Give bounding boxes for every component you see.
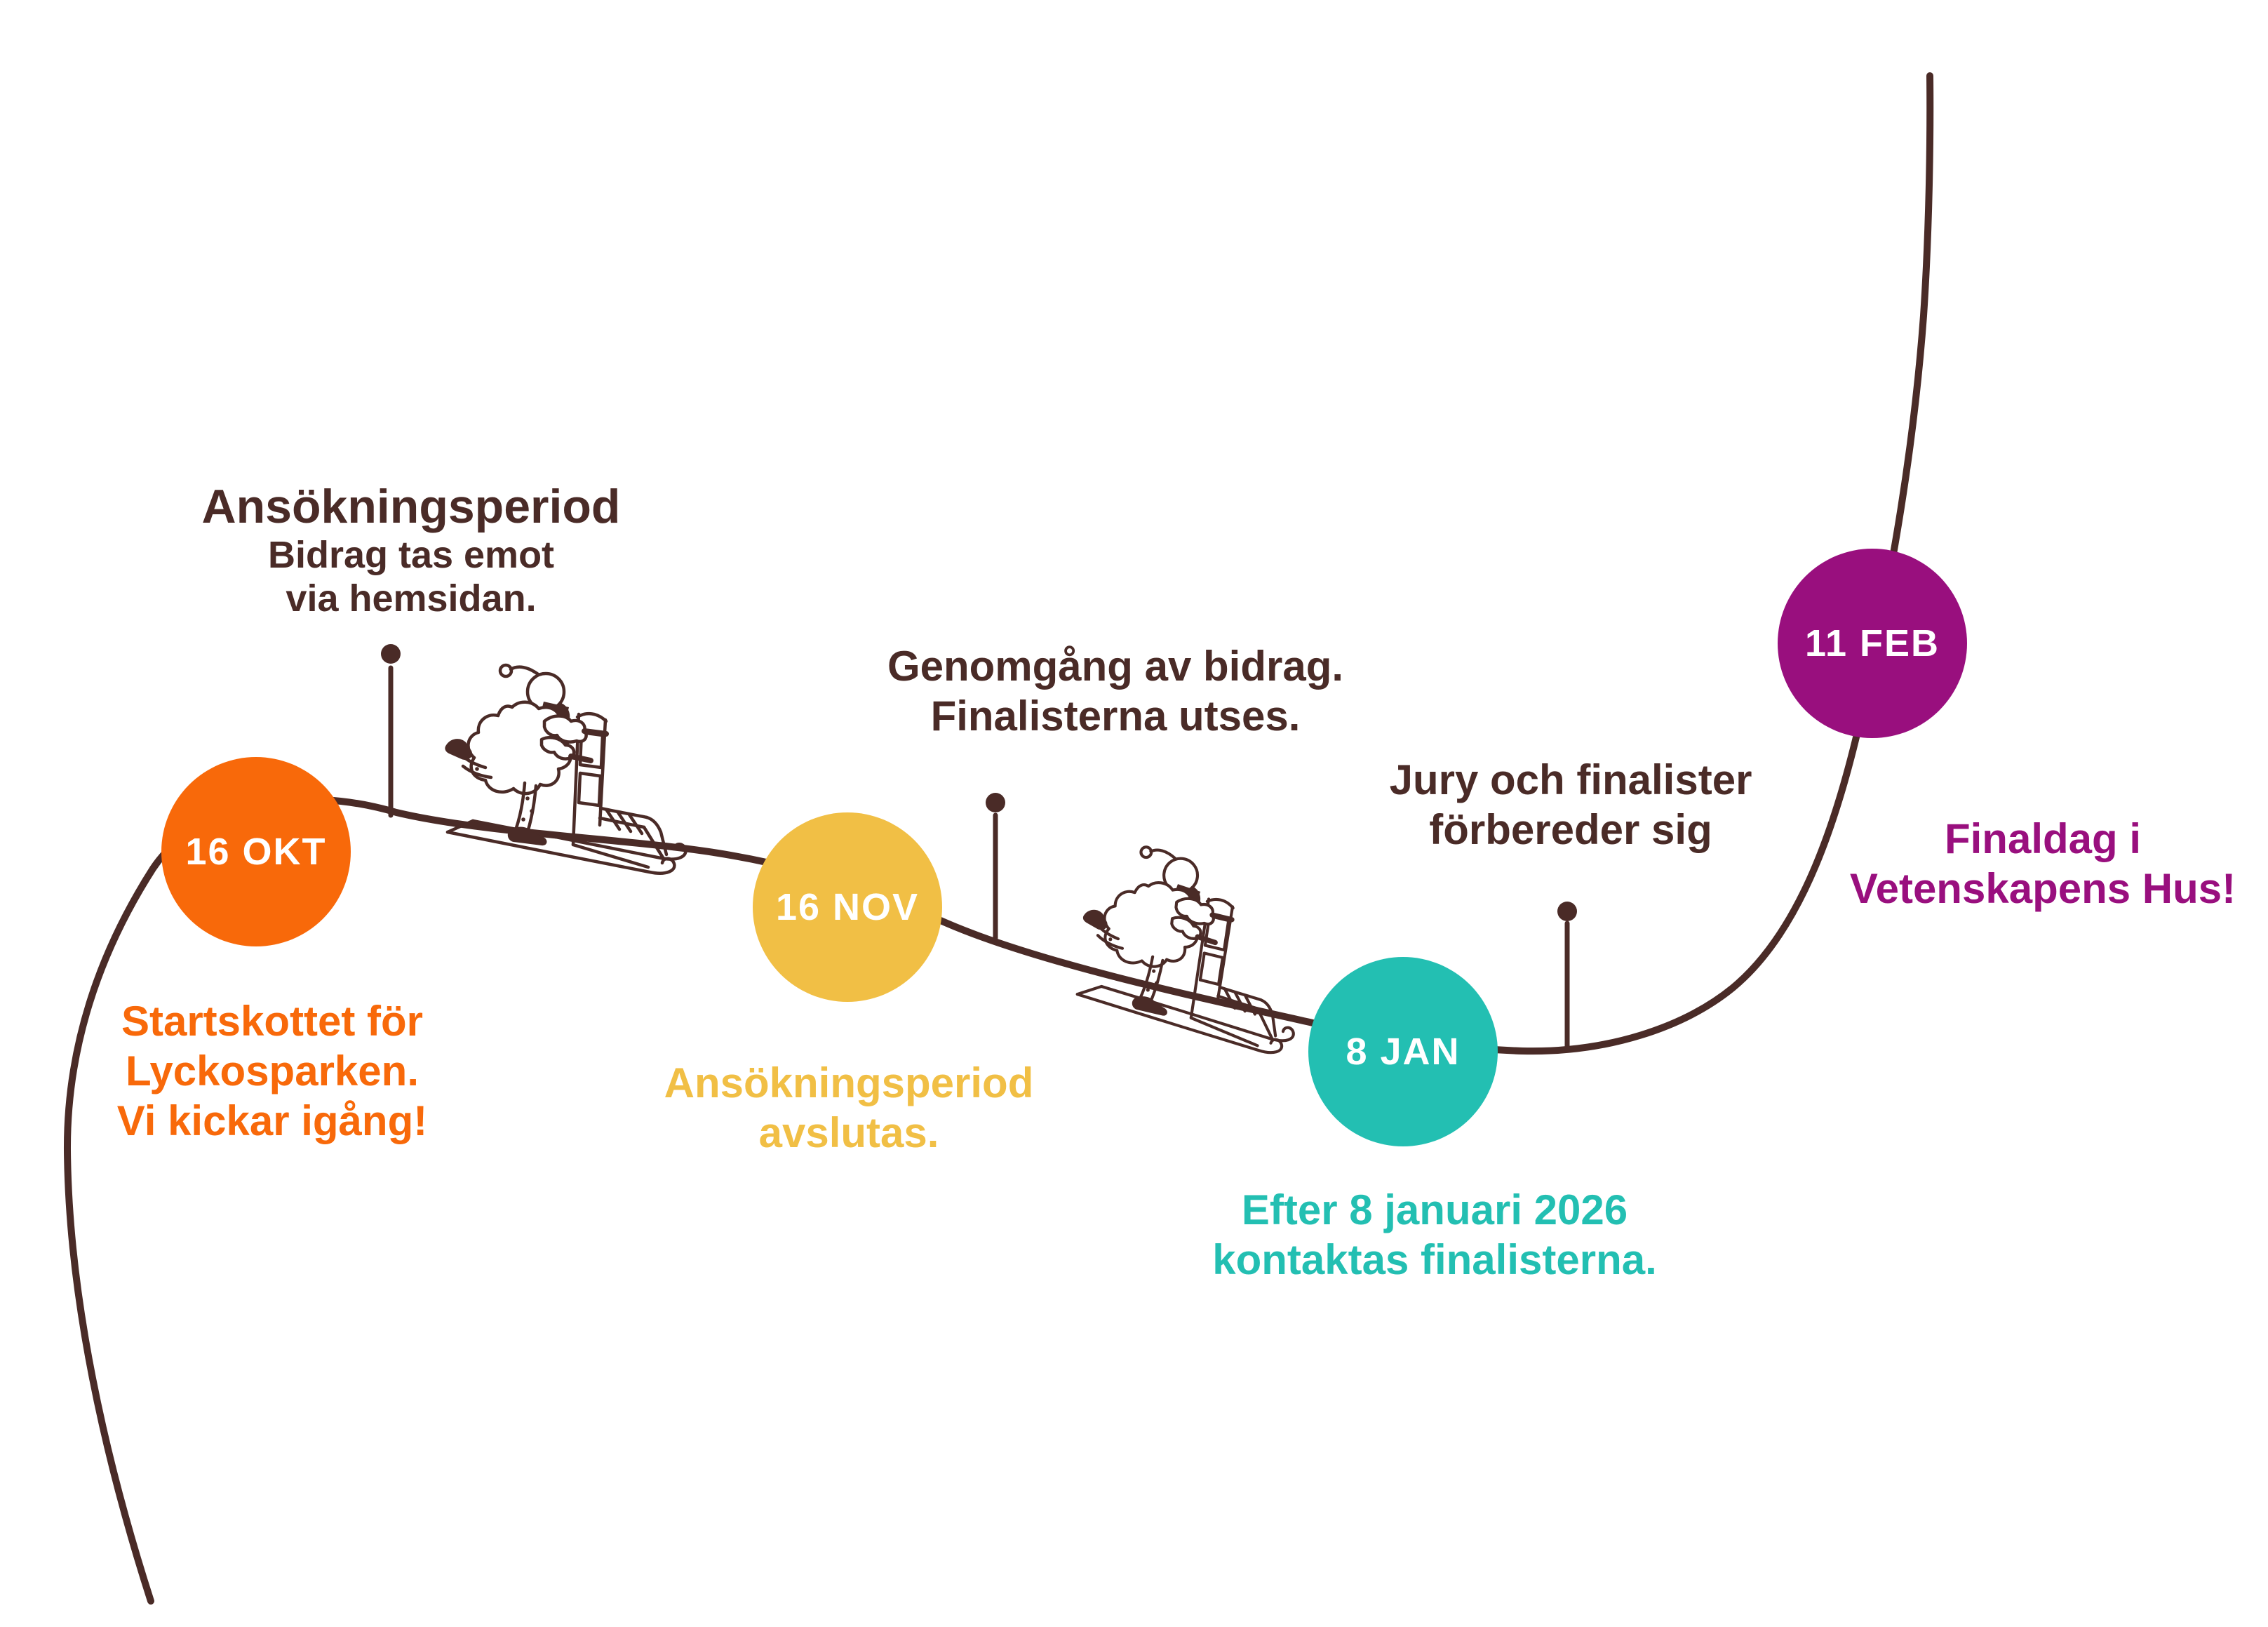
milestone-date-label: 16 NOV bbox=[775, 886, 920, 928]
caption-line: Vi kickar igång! bbox=[116, 1097, 428, 1144]
milestone-circle-8-jan: 8 JAN bbox=[1308, 957, 1498, 1146]
caption-line: Vetenskapens Hus! bbox=[1849, 865, 2236, 912]
milestone-date-label: 11 FEB bbox=[1804, 622, 1940, 664]
annotation-line: Finalisterna utses. bbox=[930, 692, 1301, 739]
milestone-date-label: 16 OKT bbox=[185, 831, 327, 873]
annotation-line: Jury och finalister bbox=[1389, 756, 1752, 803]
caption-8-jan: Efter 8 januari 2026 kontaktas finaliste… bbox=[1212, 1185, 1657, 1285]
caption-11-feb: Finaldag i Vetenskapens Hus! bbox=[1850, 814, 2236, 913]
annotation-ansokningsperiod: Ansökningsperiod Bidrag tas emot via hem… bbox=[202, 480, 621, 620]
milestone-circle-11-feb: 11 FEB bbox=[1778, 549, 1967, 738]
caption-16-okt: Startskottet för Lyckosparken. Vi kickar… bbox=[117, 996, 427, 1146]
caption-line: Lyckosparken. bbox=[126, 1047, 419, 1094]
caption-line: Finaldag i bbox=[1944, 815, 2142, 862]
caption-line: Efter 8 januari 2026 bbox=[1241, 1186, 1628, 1233]
caption-line: avslutas. bbox=[758, 1109, 939, 1156]
pin-marker-jury bbox=[1557, 902, 1577, 1052]
annotation-line: Bidrag tas emot bbox=[267, 534, 555, 576]
caption-16-nov: Ansökningsperiod avslutas. bbox=[664, 1058, 1034, 1158]
pin-marker-ansokningsperiod bbox=[381, 644, 401, 818]
annotation-line: förbereder sig bbox=[1429, 806, 1712, 853]
pin-marker-genomgang bbox=[986, 793, 1005, 941]
milestone-date-label: 8 JAN bbox=[1346, 1031, 1461, 1073]
caption-line: Ansökningsperiod bbox=[664, 1059, 1034, 1106]
annotation-line: via hemsidan. bbox=[286, 577, 537, 620]
annotation-jury: Jury och finalister förbereder sig bbox=[1390, 755, 1752, 855]
annotation-heading: Ansökningsperiod bbox=[201, 480, 621, 533]
annotation-genomgang: Genomgång av bidrag. Finalisterna utses. bbox=[887, 641, 1343, 741]
annotation-line: Genomgång av bidrag. bbox=[887, 643, 1344, 690]
caption-line: Startskottet för bbox=[121, 998, 424, 1045]
kicksled-rider-icon-2 bbox=[1071, 841, 1311, 1054]
caption-line: kontaktas finalisterna. bbox=[1212, 1236, 1657, 1283]
milestone-circle-16-okt: 16 OKT bbox=[161, 757, 351, 946]
milestone-circle-16-nov: 16 NOV bbox=[753, 812, 942, 1002]
